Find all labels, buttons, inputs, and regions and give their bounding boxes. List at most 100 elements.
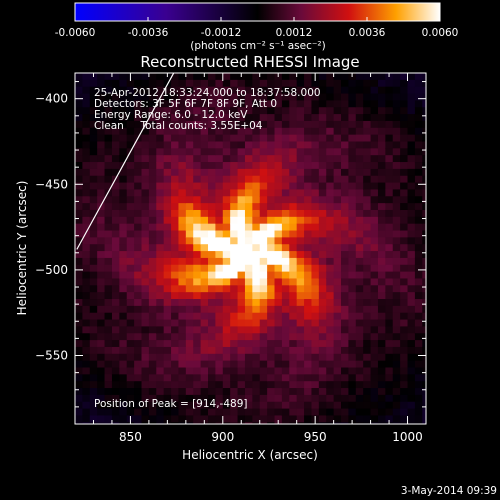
heatmap-cell xyxy=(407,292,416,300)
heatmap-cell xyxy=(178,326,187,334)
heatmap-cell xyxy=(385,237,394,245)
heatmap-cell xyxy=(208,360,216,369)
heatmap-cell xyxy=(230,155,239,163)
heatmap-cell xyxy=(318,86,327,95)
heatmap-cell xyxy=(311,367,320,375)
heatmap-cell xyxy=(304,374,313,382)
heatmap-cell xyxy=(259,86,268,95)
heatmap-cell xyxy=(318,100,327,108)
heatmap-cell xyxy=(267,353,276,362)
heatmap-cell xyxy=(326,285,335,293)
heatmap-cell xyxy=(267,251,276,259)
heatmap-cell xyxy=(75,209,83,218)
heatmap-cell xyxy=(171,353,180,362)
heatmap-cell xyxy=(304,141,313,149)
heatmap-cell xyxy=(171,127,180,136)
heatmap-cell xyxy=(326,271,335,280)
heatmap-cell xyxy=(230,223,239,232)
heatmap-cell xyxy=(89,305,98,314)
heatmap-cell xyxy=(355,168,364,177)
heatmap-cell xyxy=(193,319,202,328)
heatmap-cell xyxy=(326,422,335,424)
heatmap-cell xyxy=(318,292,327,300)
heatmap-cell xyxy=(193,79,202,88)
heatmap-cell xyxy=(111,264,120,273)
heatmap-cell xyxy=(97,203,106,211)
heatmap-cell xyxy=(230,326,239,334)
heatmap-cell xyxy=(414,244,423,252)
heatmap-cell xyxy=(156,271,165,280)
heatmap-cell xyxy=(148,168,157,177)
heatmap-cell xyxy=(341,216,350,225)
heatmap-cell xyxy=(267,326,276,334)
heatmap-cell xyxy=(385,79,394,88)
heatmap-cell xyxy=(119,305,128,314)
heatmap-cell xyxy=(414,333,423,341)
heatmap-cell xyxy=(422,127,426,136)
heatmap-cell xyxy=(156,209,165,218)
heatmap-cell xyxy=(89,367,98,375)
heatmap-cell xyxy=(274,353,283,362)
heatmap-cell xyxy=(392,422,401,424)
heatmap-cell xyxy=(163,360,172,369)
heatmap-cell xyxy=(252,394,261,403)
heatmap-cell xyxy=(82,209,91,218)
heatmap-cell xyxy=(281,127,290,136)
heatmap-cell xyxy=(311,299,320,307)
heatmap-cell xyxy=(311,408,320,417)
heatmap-cell xyxy=(200,168,209,177)
heatmap-cell xyxy=(119,312,128,321)
heatmap-cell xyxy=(82,394,91,403)
heatmap-cell xyxy=(281,305,290,314)
heatmap-cell xyxy=(289,257,298,266)
heatmap-cell xyxy=(134,271,143,280)
heatmap-cell xyxy=(134,278,143,286)
heatmap-cell xyxy=(281,367,290,375)
heatmap-cell xyxy=(178,216,187,225)
heatmap-cell xyxy=(111,415,120,423)
heatmap-cell xyxy=(148,388,157,396)
heatmap-cell xyxy=(97,264,106,273)
heatmap-cell xyxy=(311,127,320,136)
heatmap-cell xyxy=(355,93,364,101)
heatmap-cell xyxy=(414,86,423,95)
heatmap-cell xyxy=(333,394,342,403)
heatmap-cell xyxy=(267,340,276,348)
colorbar-tick-label: 0.0012 xyxy=(276,27,313,39)
heatmap-cell xyxy=(97,120,106,129)
heatmap-cell xyxy=(348,353,357,362)
heatmap-cell xyxy=(208,264,216,273)
heatmap-cell xyxy=(111,120,120,129)
heatmap-cell xyxy=(193,408,202,417)
heatmap-cell xyxy=(82,251,91,259)
heatmap-cell xyxy=(407,127,416,136)
heatmap-cell xyxy=(75,148,83,156)
heatmap-cell xyxy=(75,319,83,328)
heatmap-cell xyxy=(97,333,106,341)
heatmap-cell xyxy=(274,216,283,225)
heatmap-cell xyxy=(119,148,128,156)
heatmap-cell xyxy=(400,271,409,280)
heatmap-cell xyxy=(281,209,290,218)
heatmap-cell xyxy=(178,230,187,238)
heatmap-cell xyxy=(341,223,350,232)
heatmap-cell xyxy=(97,326,106,334)
heatmap-cell xyxy=(134,141,143,149)
heatmap-cell xyxy=(274,346,283,355)
heatmap-cell xyxy=(244,278,253,286)
heatmap-cell xyxy=(222,216,231,225)
heatmap-cell xyxy=(185,162,194,170)
heatmap-cell xyxy=(89,264,98,273)
heatmap-cell xyxy=(304,367,313,375)
heatmap-cell xyxy=(171,182,180,191)
heatmap-cell xyxy=(148,175,157,184)
heatmap-cell xyxy=(134,114,143,122)
heatmap-cell xyxy=(148,271,157,280)
heatmap-cell xyxy=(311,168,320,177)
heatmap-cell xyxy=(281,319,290,328)
heatmap-cell xyxy=(289,230,298,238)
heatmap-cell xyxy=(370,168,379,177)
heatmap-cell xyxy=(82,408,91,417)
heatmap-cell xyxy=(75,415,83,423)
heatmap-cell xyxy=(392,333,401,341)
